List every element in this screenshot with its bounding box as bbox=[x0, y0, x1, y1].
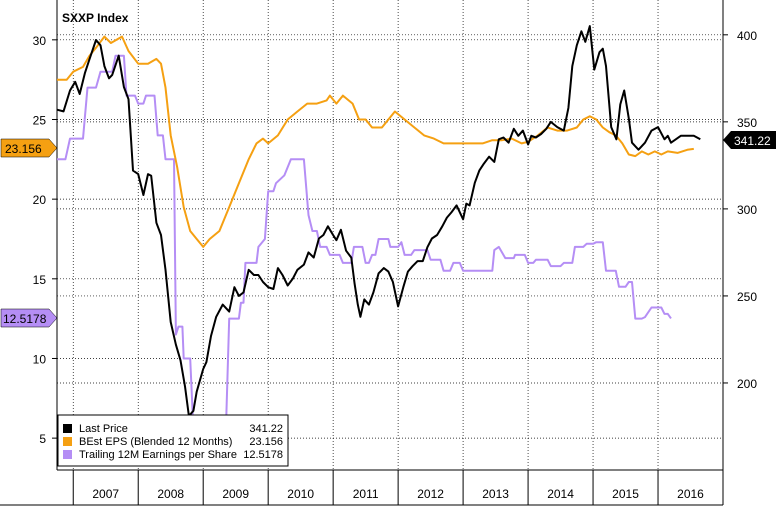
left-tick-label: 10 bbox=[33, 352, 47, 366]
x-tick-label: 2009 bbox=[222, 487, 249, 501]
right-tick-label: 400 bbox=[737, 29, 757, 43]
right-tick-label: 350 bbox=[737, 116, 757, 130]
x-tick-label: 2010 bbox=[287, 487, 314, 501]
left-tick-label: 15 bbox=[33, 273, 47, 287]
right-tick-label: 200 bbox=[737, 377, 757, 391]
series-line-1 bbox=[57, 35, 694, 248]
left-tick-label: 25 bbox=[33, 113, 47, 127]
legend-label-best-eps: BEst EPS (Blended 12 Months) bbox=[79, 436, 232, 448]
legend-value-last-price: 341.22 bbox=[249, 423, 283, 435]
value-tags: 23.156 12.5178 341.22 bbox=[0, 131, 776, 328]
legend-box bbox=[57, 414, 289, 467]
legend-swatch-trailing-eps bbox=[63, 450, 72, 459]
series-line-0 bbox=[56, 25, 701, 417]
left-axis-ticks: 5 10 15 20 25 30 bbox=[33, 34, 57, 446]
x-tick-label: 2016 bbox=[677, 487, 704, 501]
series-line-2 bbox=[57, 54, 672, 440]
legend-swatch-last-price bbox=[63, 424, 72, 433]
right-tick-label: 250 bbox=[737, 290, 757, 304]
x-tick-label: 2013 bbox=[482, 487, 509, 501]
trailing-value-tag-text: 12.5178 bbox=[3, 312, 47, 326]
left-tick-label: 20 bbox=[33, 193, 47, 207]
left-tick-label: 30 bbox=[33, 34, 47, 48]
x-tick-label: 2012 bbox=[417, 487, 444, 501]
x-tick-label: 2008 bbox=[157, 487, 184, 501]
price-value-tag-text: 341.22 bbox=[734, 134, 771, 148]
x-tick-label: 2011 bbox=[353, 487, 379, 501]
right-axis-ticks: 200 250 300 350 400 bbox=[723, 29, 757, 391]
x-tick-label: 2014 bbox=[547, 487, 574, 501]
legend-swatch-best-eps bbox=[63, 437, 72, 446]
axis-lines bbox=[0, 0, 724, 506]
trailing-value-tag bbox=[0, 308, 58, 328]
price-value-tag bbox=[723, 131, 776, 149]
series-layer bbox=[56, 25, 701, 440]
x-tick-label: 2007 bbox=[92, 487, 119, 501]
eps-value-tag-text: 23.156 bbox=[5, 142, 42, 156]
legend-value-best-eps: 23.156 bbox=[249, 436, 283, 448]
legend: Last Price 341.22 BEst EPS (Blended 12 M… bbox=[57, 414, 289, 467]
x-tick-label: 2015 bbox=[612, 487, 639, 501]
right-tick-label: 300 bbox=[737, 203, 757, 217]
legend-label-trailing-eps: Trailing 12M Earnings per Share bbox=[79, 449, 237, 461]
eps-value-tag bbox=[0, 138, 58, 158]
x-axis-ticks: 2007 2008 2009 2010 2011 2012 2013 2014 2015 2016 bbox=[72, 470, 724, 505]
legend-value-trailing-eps: 12.5178 bbox=[243, 449, 283, 461]
left-tick-label: 5 bbox=[39, 432, 46, 446]
chart-title: SXXP Index bbox=[62, 11, 129, 25]
legend-label-last-price: Last Price bbox=[79, 423, 128, 435]
